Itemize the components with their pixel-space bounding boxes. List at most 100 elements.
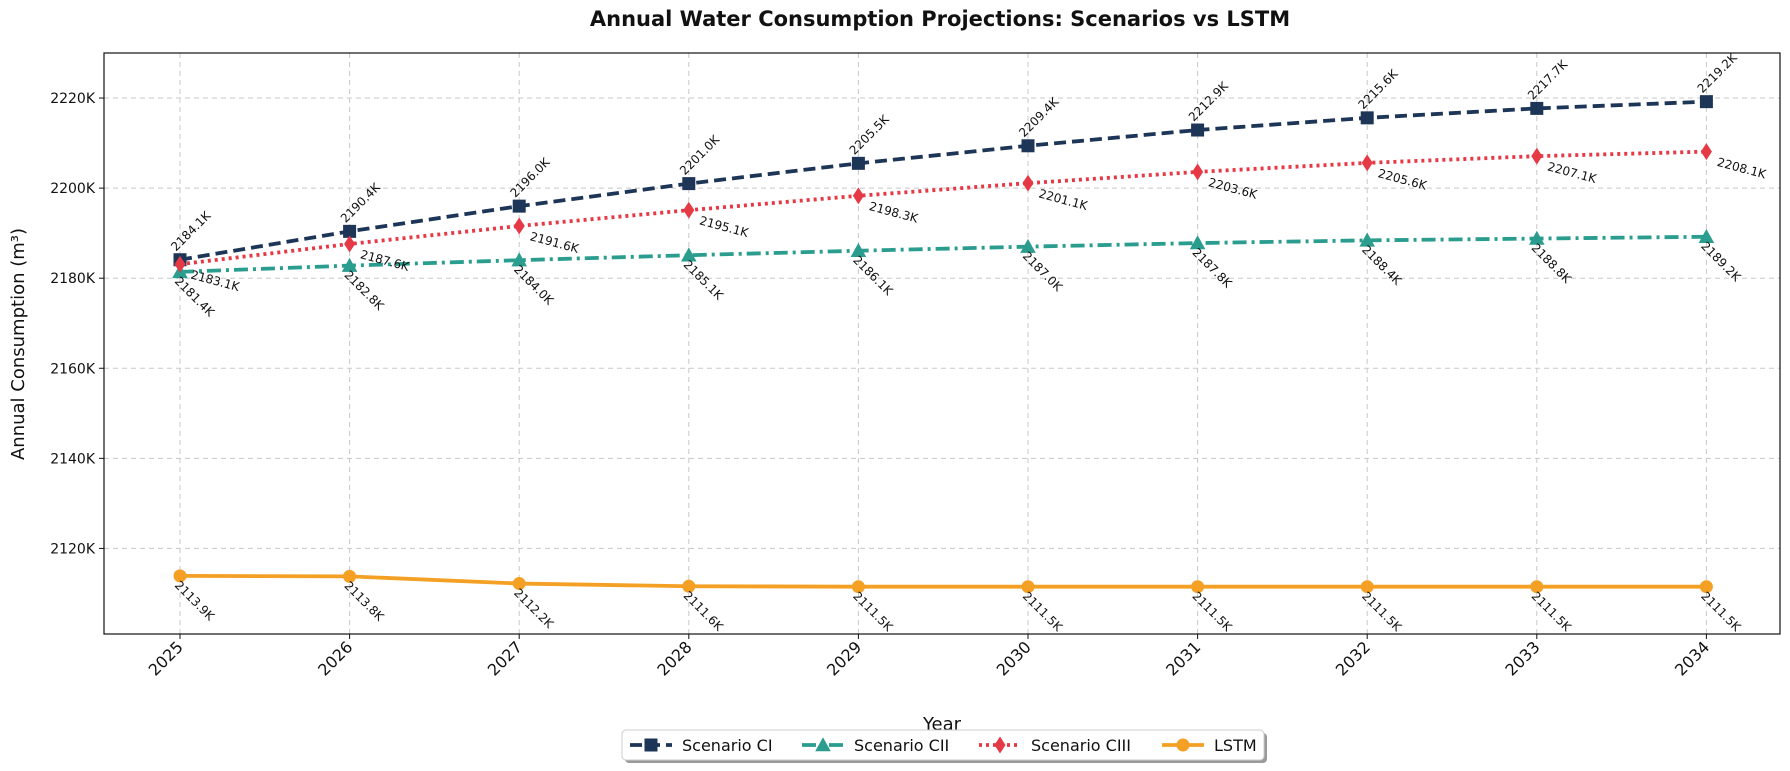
y-tick-label: 2140K [50,451,96,467]
data-point [343,224,357,238]
data-label: 2195.1K [698,214,751,241]
x-tick-label: 2030 [993,637,1035,679]
data-point [344,235,356,253]
data-point [1022,174,1034,192]
data-point [1189,235,1206,250]
data-point [1530,101,1544,115]
x-tick-label: 2025 [145,637,187,679]
data-point [682,579,696,593]
data-label: 2186.1K [850,253,896,299]
marker-layer [172,95,1715,594]
data-point [512,577,526,591]
data-label: 2113.8K [341,579,387,625]
y-tick-label: 2200K [50,181,96,197]
legend-marker-1 [815,737,831,752]
data-label: 2188.4K [1359,243,1405,289]
data-point [341,257,358,272]
data-label: 2190.4K [338,180,384,226]
x-tick-label: 2034 [1671,637,1713,679]
data-label: 2203.6K [1207,175,1260,202]
x-tick-label: 2026 [314,637,356,679]
legend-label-2: Scenario CIII [1031,736,1131,755]
data-label-layer: 2184.1K 2190.4K 2196.0K 2201.0K 2205.5K 2209.… [168,50,1768,635]
data-label: 2198.3K [868,199,921,226]
data-point [1529,230,1545,245]
data-point [681,247,697,262]
legend-marker-2 [994,736,1006,754]
data-point [512,199,526,213]
data-label: 2212.9K [1186,78,1232,124]
data-point [1530,580,1544,594]
data-label: 2215.6K [1355,66,1401,112]
plot-frame [103,52,1781,635]
x-tick-label: 2032 [1332,637,1374,679]
data-label: 2187.0K [1020,249,1066,295]
series-line-3 [179,574,1707,589]
data-label: 2217.7K [1525,57,1571,103]
legend-box [621,729,1265,761]
data-point [1531,147,1543,165]
data-point [1699,95,1713,109]
y-axis-label: Annual Consumption (m³) [8,228,29,460]
data-point [1359,232,1375,247]
legend: Scenario CI Scenario CII Scenario CIII LSTM [621,729,1267,763]
x-tick-label: 2027 [484,637,526,679]
data-label: 2182.8K [341,268,387,314]
data-point [683,201,695,219]
legend-marker-0 [644,738,658,752]
data-label: 2201.0K [677,132,723,178]
data-label: 2201.1K [1037,187,1090,214]
series-layer [179,99,1707,589]
data-label: 2111.5K [1529,589,1575,635]
data-point [1360,580,1374,594]
data-label: 2219.2K [1695,50,1741,96]
data-point [1700,143,1712,161]
data-point [1360,111,1374,125]
series-line-0 [179,99,1707,262]
data-label: 2205.5K [847,112,893,158]
data-point [1020,238,1036,253]
data-point [1191,123,1205,137]
data-label: 2189.2K [1698,239,1744,285]
chart-title: Annual Water Consumption Projections: Sc… [590,7,1290,31]
data-label: 2111.6K [681,588,727,634]
data-point [513,217,525,235]
data-point [1698,228,1715,243]
data-label: 2111.5K [1698,589,1744,635]
legend-label-0: Scenario CI [682,736,773,755]
x-tick-label: 2028 [653,637,695,679]
x-tick-label: 2033 [1501,637,1543,679]
data-label: 2184.1K [168,208,214,254]
data-point [851,156,865,170]
data-point [852,187,864,205]
axis-layer: 2120K 2140K 2160K 2180K 2200K 2220K 2025 2026 20… [50,91,1713,680]
y-tick-label: 2220K [50,91,96,107]
data-label: 2113.9K [172,578,218,624]
series-line-2 [179,149,1707,267]
data-point [850,242,867,257]
data-label: 2111.5K [1359,589,1405,635]
data-label: 2112.2K [511,586,557,632]
y-tick-label: 2160K [50,361,96,377]
data-label: 2184.0K [511,262,557,308]
data-point [1021,139,1035,153]
x-tick-label: 2031 [1162,637,1204,679]
data-point [1192,163,1204,181]
y-tick-label: 2120K [50,541,96,557]
legend-label-3: LSTM [1214,736,1257,755]
data-label: 2185.1K [681,257,727,303]
grid-layer [104,53,1780,634]
data-label: 2187.8K [1189,245,1235,291]
data-point [1021,580,1035,594]
data-point [173,569,187,583]
data-label: 2208.1K [1716,155,1769,182]
data-point [1191,580,1205,594]
data-point [682,177,696,191]
data-label: 2207.1K [1546,160,1599,187]
data-label: 2196.0K [507,154,553,200]
data-label: 2209.4K [1016,94,1062,140]
data-label: 2191.6K [528,229,581,256]
data-point [1361,154,1373,172]
